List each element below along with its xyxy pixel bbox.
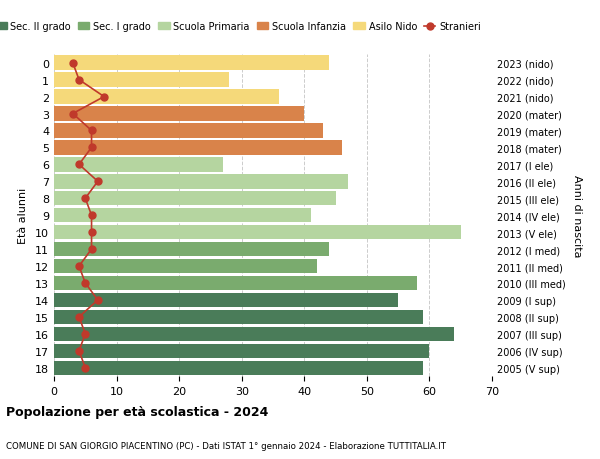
Text: COMUNE DI SAN GIORGIO PIACENTINO (PC) - Dati ISTAT 1° gennaio 2024 - Elaborazion: COMUNE DI SAN GIORGIO PIACENTINO (PC) - … — [6, 441, 446, 450]
Bar — [54, 310, 423, 325]
Legend: Sec. II grado, Sec. I grado, Scuola Primaria, Scuola Infanzia, Asilo Nido, Stran: Sec. II grado, Sec. I grado, Scuola Prim… — [0, 18, 485, 36]
Bar — [54, 175, 348, 189]
Bar — [54, 259, 317, 274]
Bar — [54, 73, 229, 88]
Bar — [54, 141, 342, 155]
Y-axis label: Età alunni: Età alunni — [18, 188, 28, 244]
Bar — [54, 192, 335, 206]
Text: Popolazione per età scolastica - 2024: Popolazione per età scolastica - 2024 — [6, 405, 268, 418]
Bar — [54, 242, 329, 257]
Bar — [54, 327, 454, 341]
Bar — [54, 293, 398, 308]
Bar — [54, 158, 223, 172]
Bar — [54, 90, 279, 105]
Bar — [54, 208, 311, 223]
Bar — [54, 361, 423, 375]
Bar — [54, 225, 461, 240]
Bar — [54, 107, 304, 122]
Y-axis label: Anni di nascita: Anni di nascita — [572, 174, 582, 257]
Bar — [54, 276, 417, 291]
Bar — [54, 124, 323, 138]
Bar — [54, 344, 430, 358]
Bar — [54, 56, 329, 71]
